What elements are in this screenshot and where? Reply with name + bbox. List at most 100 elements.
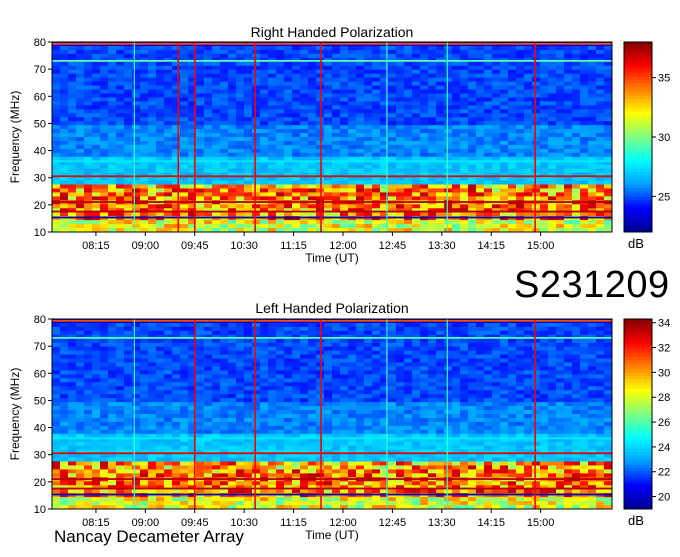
x-tick-label: 13:30 (428, 517, 456, 529)
colorbar-tick-label: 20 (658, 492, 670, 504)
burst-line (134, 319, 135, 509)
colorbar-segment (624, 455, 652, 459)
colorbar-tick-label: 24 (658, 442, 670, 454)
colorbar-segment (624, 178, 652, 182)
colorbar-segment (624, 398, 652, 402)
y-axis-label: Frequency (MHz) (8, 91, 22, 184)
colorbar-segment (624, 329, 652, 333)
colorbar-segment (624, 484, 652, 488)
colorbar-segment (624, 477, 652, 481)
colorbar-segment (624, 64, 652, 68)
colorbar-segment (624, 389, 652, 393)
y-tick-label: 60 (34, 91, 46, 103)
y-tick-label: 40 (34, 423, 46, 435)
event-id: S231209 (514, 264, 670, 307)
colorbar-segment (624, 496, 652, 500)
burst-line (254, 42, 256, 232)
colorbar-segment (624, 219, 652, 223)
colorbar-segment (624, 210, 652, 214)
colorbar-segment (624, 204, 652, 208)
colorbar-segment (624, 162, 652, 166)
interference-line (52, 175, 612, 177)
spectrogram-plot (52, 42, 612, 232)
colorbar-segment (624, 86, 652, 90)
colorbar-segment (624, 382, 652, 386)
colorbar-tick-label: 28 (658, 392, 670, 404)
colorbar-segment (624, 449, 652, 453)
burst-line (177, 42, 179, 232)
colorbar-tick-label: 30 (658, 367, 670, 379)
colorbar-segment (624, 213, 652, 217)
colorbar-segment (624, 153, 652, 157)
interference-line (52, 437, 612, 439)
colorbar-segment (624, 417, 652, 421)
colorbar-segment (624, 61, 652, 65)
colorbar-segment (624, 439, 652, 443)
interference-line (52, 320, 612, 322)
colorbar-segment (624, 42, 652, 46)
colorbar-segment (624, 401, 652, 405)
colorbar-segment (624, 58, 652, 62)
colorbar-segment (624, 156, 652, 160)
colorbar-segment (624, 481, 652, 485)
x-tick-label: 11:15 (280, 517, 307, 529)
x-tick-label: 11:15 (280, 240, 307, 252)
colorbar-segment (624, 121, 652, 125)
colorbar-segment (624, 414, 652, 418)
x-tick-label: 14:15 (477, 240, 505, 252)
colorbar-segment (624, 83, 652, 87)
chart-title: Right Handed Polarization (251, 24, 414, 40)
colorbar-segment (624, 71, 652, 75)
x-tick-label: 15:00 (527, 517, 555, 529)
x-tick-label: 14:15 (477, 517, 505, 529)
colorbar-segment (624, 360, 652, 364)
colorbar-segment (624, 150, 652, 154)
colorbar-segment (624, 175, 652, 179)
colorbar-segment (624, 493, 652, 497)
burst-line (447, 42, 448, 232)
colorbar-segment (624, 443, 652, 447)
burst-line (194, 319, 196, 509)
colorbar-unit: dB (628, 236, 644, 251)
y-tick-label: 40 (34, 146, 46, 158)
x-tick-label: 08:15 (82, 240, 110, 252)
colorbar-tick-label: 35 (658, 73, 670, 85)
colorbar-segment (624, 408, 652, 412)
colorbar-segment (624, 376, 652, 380)
colorbar-segment (624, 351, 652, 355)
y-tick-label: 30 (34, 173, 46, 185)
colorbar-segment (624, 452, 652, 456)
colorbar-segment (624, 332, 652, 336)
colorbar-segment (624, 115, 652, 119)
x-tick-label: 12:45 (379, 240, 407, 252)
colorbar-segment (624, 223, 652, 227)
colorbar-segment (624, 55, 652, 59)
colorbar-segment (624, 420, 652, 424)
burst-line (320, 42, 322, 232)
colorbar-segment (624, 465, 652, 469)
instrument-name: Nancay Decameter Array (54, 527, 244, 547)
colorbar-segment (624, 169, 652, 173)
colorbar-segment (624, 344, 652, 348)
x-tick-label: 15:00 (527, 240, 555, 252)
burst-line (320, 319, 322, 509)
colorbar-tick-label: 22 (658, 467, 670, 479)
colorbar-segment (624, 99, 652, 103)
colorbar-segment (624, 319, 652, 323)
y-tick-label: 50 (34, 118, 46, 130)
colorbar-segment (624, 194, 652, 198)
y-tick-label: 60 (34, 368, 46, 380)
colorbar-segment (624, 67, 652, 71)
colorbar-tick-label: 34 (658, 318, 670, 330)
colorbar-segment (624, 181, 652, 185)
colorbar-tick-label: 26 (658, 417, 670, 429)
y-tick-label: 30 (34, 450, 46, 462)
colorbar-segment (624, 74, 652, 78)
interference-line (52, 478, 612, 480)
y-tick-label: 80 (34, 37, 46, 49)
colorbar-segment (624, 207, 652, 211)
colorbar-segment (624, 216, 652, 220)
colorbar-segment (624, 503, 652, 507)
